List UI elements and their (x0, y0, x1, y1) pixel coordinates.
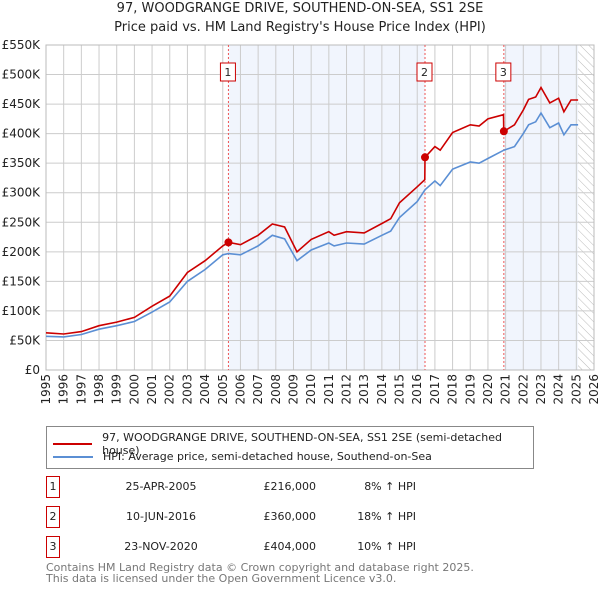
plot-border (45, 44, 595, 371)
sale-marker-label: 3 (46, 536, 60, 558)
x-tick-label: 2012 (340, 374, 354, 405)
x-tick-label: 2004 (198, 374, 212, 405)
x-tick-label: 2019 (463, 374, 477, 405)
hpi-line (45, 111, 579, 338)
sale-price: £404,000 (263, 540, 317, 553)
x-tick-label: 2026 (587, 374, 600, 405)
y-tick-label: £250K (2, 215, 42, 229)
sale-hpi-change: 10% ↑ HPI (357, 540, 416, 553)
sale-row: 3 23-NOV-2020 £404,000 10% ↑ HPI (46, 536, 446, 558)
x-tick-label: 2000 (127, 374, 141, 405)
y-tick-label: £50K (9, 333, 41, 347)
x-tick-label: 2005 (216, 374, 230, 405)
forecast-hatch (578, 45, 594, 370)
sale-label-box (219, 62, 236, 82)
y-tick-label: £300K (2, 186, 42, 200)
sale-date: 10-JUN-2016 (125, 510, 197, 523)
y-tick-label: £450K (2, 97, 42, 111)
y-tick-label: £0 (25, 363, 40, 377)
sale-hpi-change: 18% ↑ HPI (357, 510, 416, 523)
sale-point (499, 127, 508, 136)
x-tick-label: 2002 (163, 374, 177, 405)
property-price-line (45, 85, 579, 335)
footer-copyright: Contains HM Land Registry data © Crown c… (46, 561, 474, 574)
property-line-swatch (53, 443, 93, 445)
sale-label: 2 (421, 66, 428, 79)
chart-subtitle: Price paid vs. HM Land Registry's House … (114, 20, 486, 35)
y-tick-label: £100K (2, 304, 42, 318)
x-tick-label: 1996 (57, 374, 71, 405)
sale-label-box (416, 62, 433, 82)
x-tick-label: 1999 (110, 374, 124, 405)
x-tick-label: 2001 (145, 374, 159, 405)
x-tick-label: 2006 (233, 374, 247, 405)
x-tick-label: 2010 (304, 374, 318, 405)
y-tick-label: £400K (2, 127, 42, 141)
x-tick-label: 2016 (410, 374, 424, 405)
sale-row: 2 10-JUN-2016 £360,000 18% ↑ HPI (46, 506, 446, 528)
chart-legend: 97, WOODGRANGE DRIVE, SOUTHEND-ON-SEA, S… (46, 426, 534, 469)
sale-point (224, 238, 233, 247)
x-tick-label: 2025 (569, 374, 583, 405)
x-tick-label: 1995 (39, 374, 53, 405)
y-tick-label: £200K (2, 245, 42, 259)
x-tick-label: 2023 (534, 374, 548, 405)
y-tick-label: £350K (2, 156, 42, 170)
chart-title: 97, WOODGRANGE DRIVE, SOUTHEND-ON-SEA, S… (116, 1, 484, 16)
x-tick-label: 2007 (251, 374, 265, 405)
x-tick-label: 2024 (552, 374, 566, 405)
x-tick-label: 1997 (74, 374, 88, 405)
legend-property: 97, WOODGRANGE DRIVE, SOUTHEND-ON-SEA, S… (102, 431, 502, 457)
sale-label: 1 (224, 66, 231, 79)
sale-period-shade (228, 45, 426, 370)
sale-row: 1 25-APR-2005 £216,000 8% ↑ HPI (46, 476, 446, 498)
y-tick-label: £500K (2, 68, 42, 82)
sale-price: £216,000 (263, 480, 317, 493)
x-tick-label: 2021 (499, 374, 513, 405)
x-tick-label: 2020 (481, 374, 495, 405)
sale-date: 25-APR-2005 (125, 480, 197, 493)
x-tick-label: 2011 (322, 374, 336, 405)
x-tick-label: 2003 (180, 374, 194, 405)
sale-hpi-change: 8% ↑ HPI (364, 480, 416, 493)
x-tick-label: 2018 (446, 374, 460, 405)
x-tick-label: 2017 (428, 374, 442, 405)
sale-date: 23-NOV-2020 (124, 540, 198, 553)
sale-point (421, 153, 430, 162)
x-tick-label: 2014 (375, 374, 389, 405)
x-tick-label: 2008 (269, 374, 283, 405)
x-tick-label: 2015 (393, 374, 407, 405)
footer-licence: This data is licensed under the Open Gov… (46, 572, 397, 585)
sale-label: 3 (500, 66, 507, 79)
hpi-line-swatch (53, 455, 93, 458)
y-tick-label: £550K (2, 38, 42, 52)
x-tick-label: 2009 (286, 374, 300, 405)
sale-label-box (495, 62, 512, 82)
sale-marker-label: 1 (46, 476, 60, 498)
y-tick-label: £150K (2, 274, 42, 288)
price-chart: 1995 1996 1997 1998 1999 2000 2001 2002 2003 2004… (2, 38, 600, 405)
x-tick-label: 2022 (516, 374, 530, 405)
sale-price: £360,000 (263, 510, 317, 523)
sale-marker-label: 2 (46, 506, 60, 528)
legend-hpi: HPI: Average price, semi-detached house,… (103, 450, 432, 463)
x-tick-label: 2013 (357, 374, 371, 405)
x-tick-label: 1998 (92, 374, 106, 405)
